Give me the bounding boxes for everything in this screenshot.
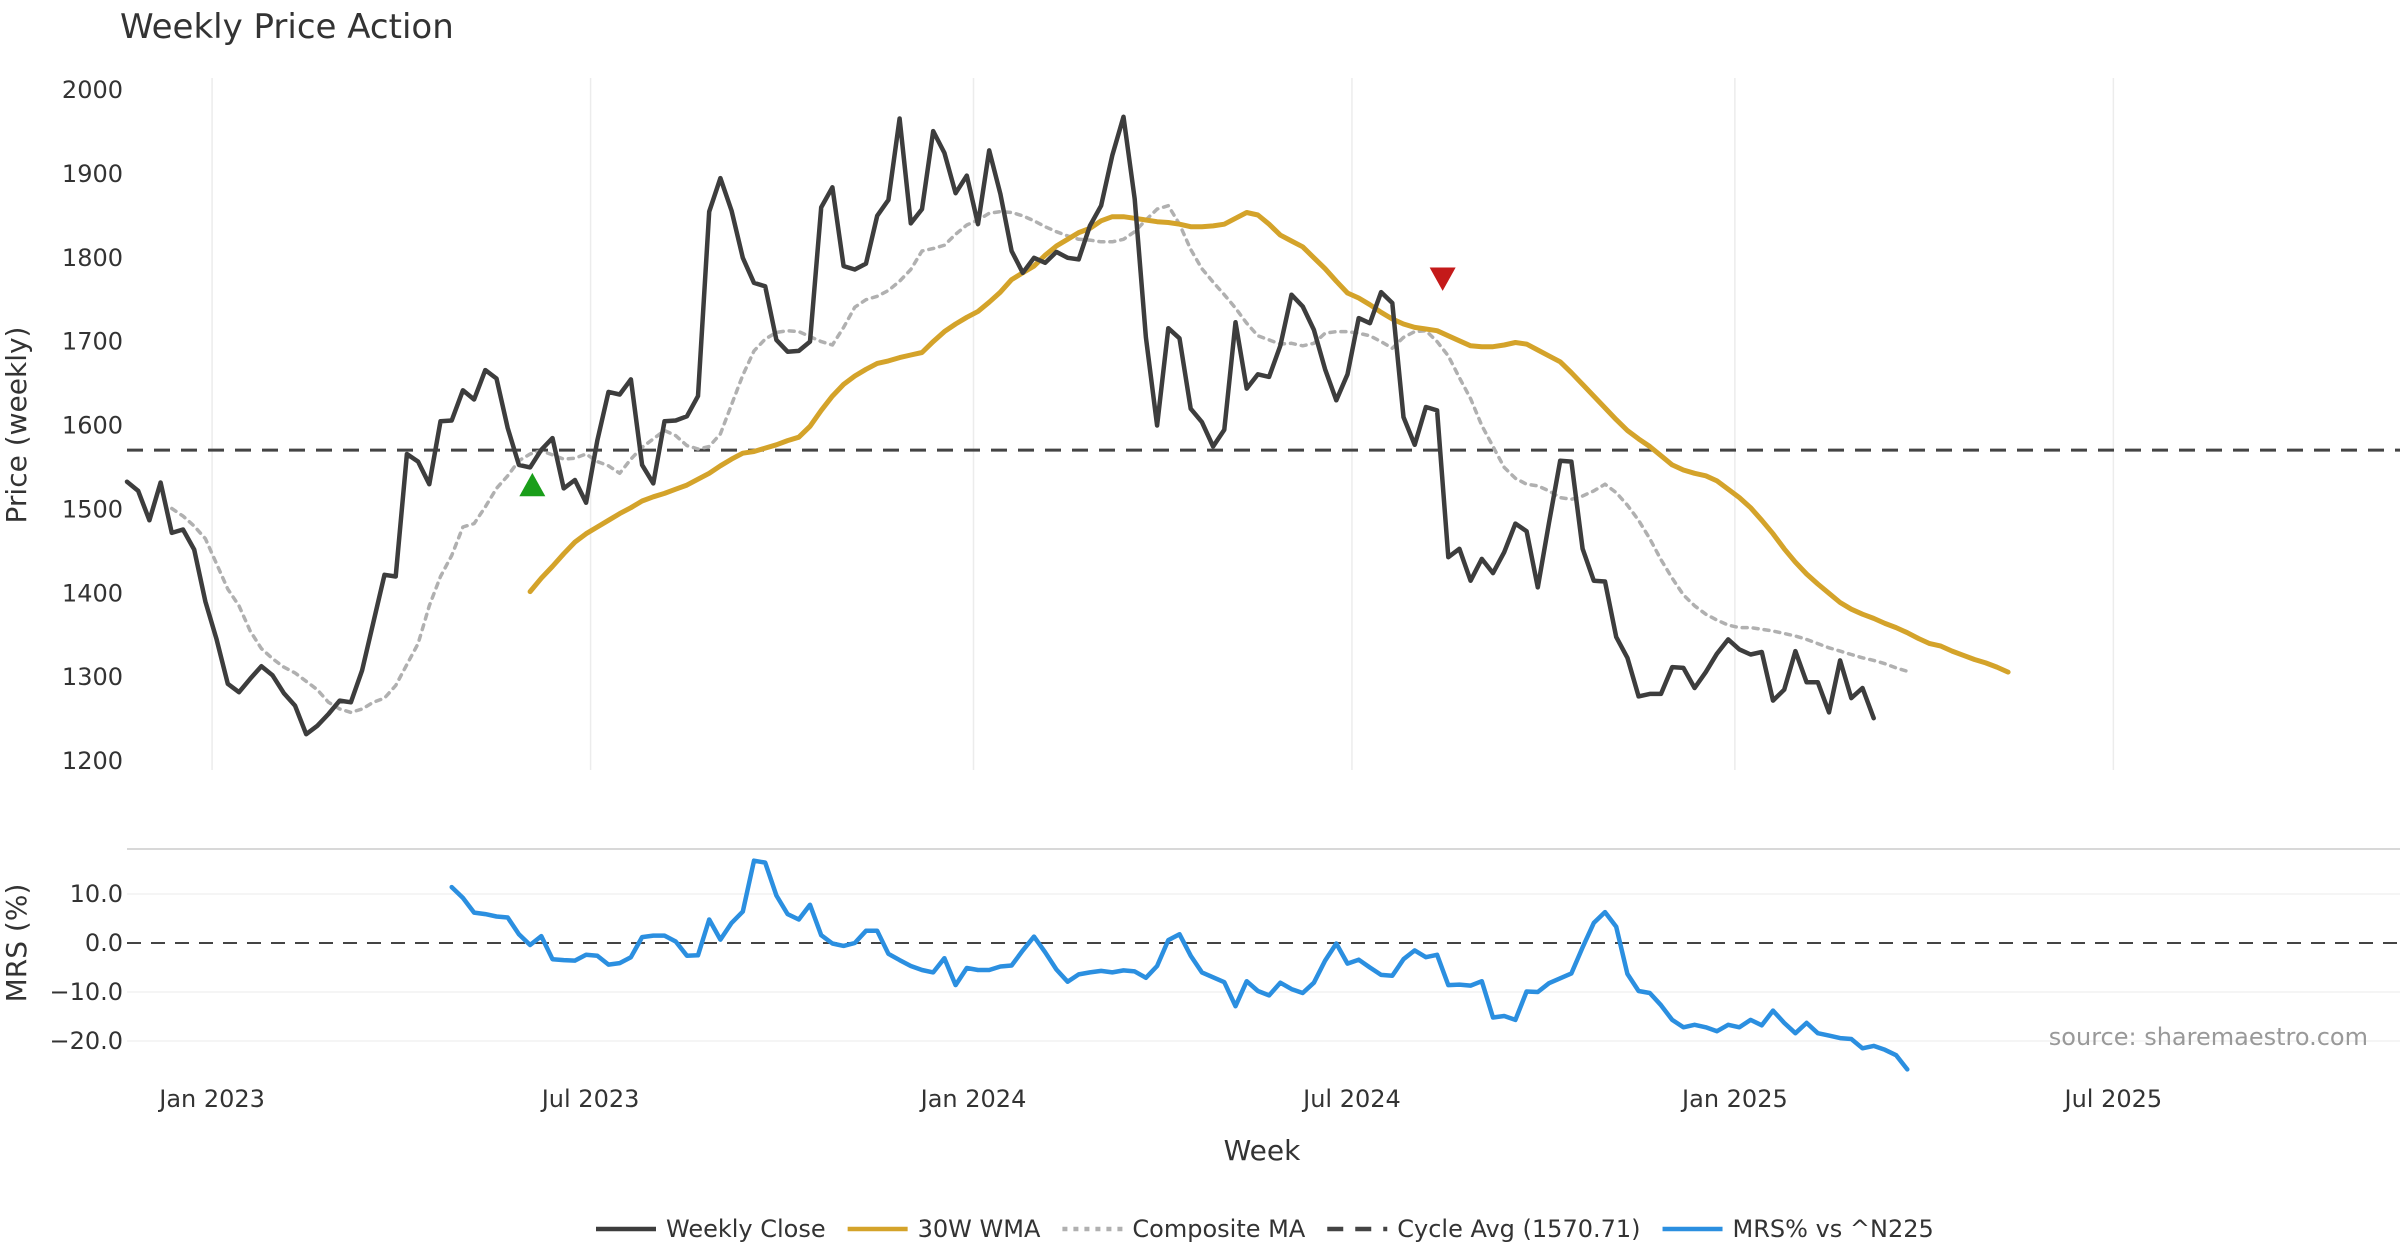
legend-item: Weekly Close <box>596 1215 826 1243</box>
price-y-tick-label: 1300 <box>62 663 123 691</box>
x-tick-label: Jan 2025 <box>1680 1085 1788 1113</box>
signal-markers <box>519 267 1456 497</box>
price-y-tick-label: 2000 <box>62 76 123 104</box>
price-series-group <box>124 114 2400 737</box>
series-mrs <box>449 858 1910 1072</box>
x-tick-label: Jul 2023 <box>540 1085 640 1113</box>
mrs-y-tick-label: −10.0 <box>49 978 123 1006</box>
mrs-grid <box>127 893 2400 1042</box>
price-y-tick-label: 1800 <box>62 244 123 272</box>
chart-title: Weekly Price Action <box>120 7 454 47</box>
legend-item: 30W WMA <box>847 1215 1041 1243</box>
x-tick-label: Jan 2023 <box>157 1085 265 1113</box>
legend: Weekly Close 30W WMA Composite MA Cycle Avg… <box>596 1215 1934 1243</box>
legend-label: Composite MA <box>1132 1215 1305 1243</box>
legend-item: Cycle Avg (1570.71) <box>1327 1215 1641 1243</box>
legend-item: MRS% vs ^N225 <box>1662 1215 1934 1243</box>
price-y-tick-label: 1600 <box>62 412 123 440</box>
sell-signal-marker <box>1429 267 1456 291</box>
series-composite-ma <box>170 203 1910 715</box>
price-y-tick-label: 1900 <box>62 160 123 188</box>
price-y-axis: 1200 1300 1400 1500 1600 1700 1800 1900 2000 <box>62 76 123 775</box>
x-axis-label: Week <box>1224 1134 1301 1167</box>
mrs-y-tick-label: 10.0 <box>70 880 123 908</box>
series-30w-wma <box>527 210 2011 675</box>
legend-label: MRS% vs ^N225 <box>1733 1215 1934 1243</box>
x-axis: Jan 2023 Jul 2023 Jan 2024 Jul 2024 Jan 2025… <box>157 1085 2162 1113</box>
legend-item: Composite MA <box>1062 1215 1306 1243</box>
price-y-tick-label: 1700 <box>62 328 123 356</box>
mrs-y-tick-label: 0.0 <box>85 929 123 957</box>
mrs-axis-label: MRS (%) <box>0 884 33 1003</box>
legend-label: Cycle Avg (1570.71) <box>1397 1215 1640 1243</box>
legend-label: Weekly Close <box>666 1215 826 1243</box>
price-grid <box>211 78 2115 770</box>
price-axis-label: Price (weekly) <box>0 327 33 524</box>
x-tick-label: Jul 2025 <box>2063 1085 2163 1113</box>
source-annotation: source: sharemaestro.com <box>2049 1023 2368 1051</box>
legend-label: 30W WMA <box>918 1215 1041 1243</box>
x-tick-label: Jul 2024 <box>1301 1085 1401 1113</box>
price-y-tick-label: 1200 <box>62 747 123 775</box>
price-y-tick-label: 1400 <box>62 579 123 607</box>
mrs-panel: 10.0 0.0 −10.0 −20.0 MRS (%) source: sharem… <box>0 858 2400 1072</box>
mrs-series-group <box>449 858 1910 1072</box>
x-tick-label: Jan 2024 <box>919 1085 1027 1113</box>
buy-signal-marker <box>519 472 546 497</box>
mrs-y-tick-label: −20.0 <box>49 1027 123 1055</box>
price-panel: 1200 1300 1400 1500 1600 1700 1800 1900 2000 Pri… <box>0 76 2400 775</box>
series-weekly-close <box>124 114 1876 737</box>
price-y-tick-label: 1500 <box>62 495 123 523</box>
mrs-y-axis: 10.0 0.0 −10.0 −20.0 <box>49 880 123 1055</box>
